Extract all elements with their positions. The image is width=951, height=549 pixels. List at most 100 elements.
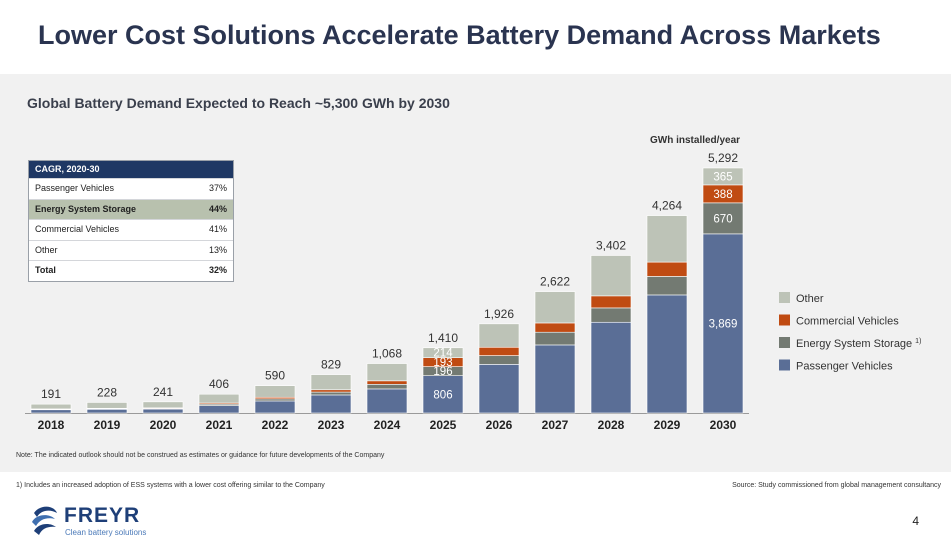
cagr-row: Other 13% xyxy=(29,239,233,261)
bar-segment xyxy=(254,400,296,414)
swirl-logo-icon xyxy=(32,506,57,535)
page-title: Lower Cost Solutions Accelerate Battery … xyxy=(38,20,881,50)
bar-segment xyxy=(702,233,744,414)
bar-segment xyxy=(198,393,240,404)
cagr-row: Energy System Storage 44% xyxy=(29,198,233,219)
bar-total-label: 406 xyxy=(209,377,229,391)
bar-total-label: 1,410 xyxy=(428,331,458,345)
bar-segment xyxy=(30,409,72,414)
freyr-logo: FREYR Clean battery solutions xyxy=(30,503,190,543)
legend-label: Passenger Vehicles xyxy=(796,361,893,373)
bar-total-label: 3,402 xyxy=(596,239,626,253)
x-tick-label: 2018 xyxy=(38,418,65,432)
logo-tagline: Clean battery solutions xyxy=(65,528,147,537)
bar-segment xyxy=(366,383,408,390)
bar-data-label: 3,869 xyxy=(709,318,738,330)
note-text: Note: The indicated outlook should not b… xyxy=(16,452,385,459)
x-tick-label: 2029 xyxy=(654,418,681,432)
chart-title: Global Battery Demand Expected to Reach … xyxy=(27,95,450,111)
bar-segment xyxy=(366,363,408,382)
bar-data-label: 388 xyxy=(713,189,732,201)
bar-total-label: 4,264 xyxy=(652,199,682,213)
bar-segment xyxy=(254,385,296,398)
cagr-row-value: 32% xyxy=(208,265,227,275)
bar-data-label: 670 xyxy=(713,213,732,225)
bar-total-label: 829 xyxy=(321,358,341,372)
cagr-row-label: Energy System Storage xyxy=(35,203,137,214)
bar-total-label: 1,926 xyxy=(484,307,514,321)
bar-segment xyxy=(590,321,632,414)
bar-segment xyxy=(646,215,688,263)
bar-segment xyxy=(366,380,408,385)
legend-label: Energy System Storage 1) xyxy=(796,338,921,350)
legend-swatch xyxy=(779,314,790,326)
bar-segment xyxy=(646,261,688,277)
cagr-row-label: Total xyxy=(35,265,56,275)
title-bar: Lower Cost Solutions Accelerate Battery … xyxy=(0,0,951,74)
bar-data-label: 193 xyxy=(433,357,452,369)
x-tick-label: 2021 xyxy=(206,418,233,432)
bar-segment xyxy=(422,375,464,414)
bar-segment xyxy=(142,401,184,409)
bar-segment xyxy=(198,405,240,414)
cagr-row-label: Other xyxy=(35,244,58,255)
x-tick-label: 2019 xyxy=(94,418,121,432)
bar-segment xyxy=(478,355,520,365)
bar-segment xyxy=(478,346,520,356)
bar-segment xyxy=(590,255,632,297)
bar-total-label: 1,068 xyxy=(372,347,402,361)
bar-segment xyxy=(310,391,352,396)
cagr-row: Commercial Vehicles 41% xyxy=(29,219,233,240)
bar-segment xyxy=(310,394,352,414)
legend-swatch xyxy=(779,337,790,348)
logo-name: FREYR xyxy=(64,504,141,527)
bar-segment xyxy=(422,347,464,358)
bar-segment xyxy=(534,291,576,324)
x-tick-label: 2026 xyxy=(486,418,513,432)
bar-segment xyxy=(646,294,688,414)
cagr-table-body: Passenger Vehicles 37% Energy System Stora… xyxy=(29,178,233,281)
bar-segment xyxy=(366,388,408,414)
legend-superscript: 1) xyxy=(915,338,921,345)
bar-segment xyxy=(534,322,576,333)
bar-total-label: 191 xyxy=(41,387,61,401)
bar-segment xyxy=(590,295,632,309)
cagr-row: Passenger Vehicles 37% xyxy=(29,178,233,199)
bar-segment xyxy=(646,276,688,296)
bar-segment xyxy=(534,344,576,414)
cagr-table: CAGR, 2020-30 Passenger Vehicles 37% Energ… xyxy=(28,160,234,282)
cagr-row-value: 44% xyxy=(208,203,227,214)
legend-swatch xyxy=(779,359,790,371)
bar-segment xyxy=(310,389,352,393)
bar-segment xyxy=(478,323,520,348)
bar-segment xyxy=(478,364,520,414)
bar-segment xyxy=(86,402,128,409)
bar-data-label: 196 xyxy=(433,366,452,378)
bar-segment xyxy=(590,307,632,323)
x-tick-label: 2022 xyxy=(262,418,289,432)
bar-segment xyxy=(310,374,352,391)
x-tick-label: 2024 xyxy=(374,418,401,432)
units-label: GWh installed/year xyxy=(650,135,741,146)
bar-segment xyxy=(86,408,128,414)
source-text: Source: Study commissioned from global m… xyxy=(732,482,941,489)
x-tick-label: 2030 xyxy=(710,418,737,432)
cagr-table-header: CAGR, 2020-30 xyxy=(29,161,233,178)
bar-total-label: 241 xyxy=(153,385,173,399)
x-tick-label: 2023 xyxy=(318,418,345,432)
footnote-text: 1) Includes an increased adoption of ESS… xyxy=(16,482,325,489)
x-tick-label: 2020 xyxy=(150,418,177,432)
bar-total-label: 2,622 xyxy=(540,275,570,289)
bar-total-label: 228 xyxy=(97,385,117,399)
bar-segment xyxy=(142,408,184,414)
bar-data-label: 365 xyxy=(713,171,732,183)
cagr-row-label: Commercial Vehicles xyxy=(35,224,120,234)
bar-total-label: 5,292 xyxy=(708,151,738,165)
cagr-row-value: 41% xyxy=(208,224,227,234)
x-tick-label: 2027 xyxy=(542,418,569,432)
legend-label: Commercial Vehicles xyxy=(796,316,899,328)
cagr-row-value: 37% xyxy=(208,183,227,193)
bar-segment xyxy=(254,398,296,402)
legend-swatch xyxy=(779,292,790,303)
